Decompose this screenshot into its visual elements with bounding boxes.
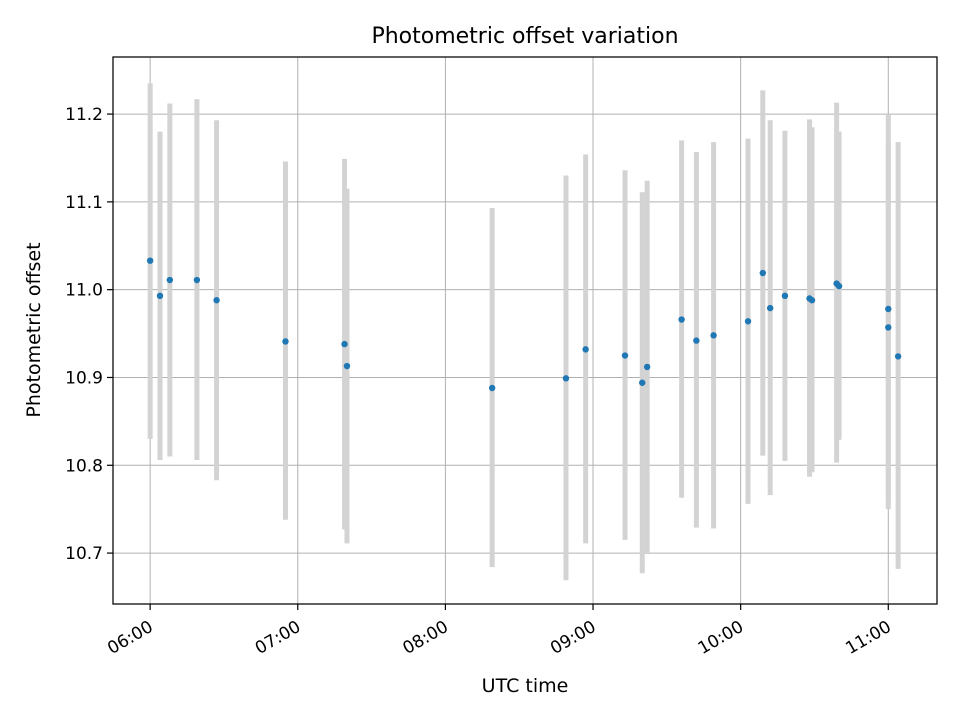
data-point: [639, 379, 646, 386]
y-axis-label: Photometric offset: [23, 242, 45, 417]
y-tick-label: 10.7: [65, 544, 103, 564]
data-point: [282, 338, 289, 345]
data-point: [766, 304, 774, 312]
data-point: [808, 297, 816, 304]
data-point: [894, 353, 902, 360]
data-point: [488, 384, 496, 392]
data-point: [693, 337, 700, 344]
data-point: [885, 324, 892, 331]
data-point: [146, 257, 154, 264]
data-point: [678, 316, 685, 323]
y-tick-label: 10.9: [65, 368, 103, 388]
data-point: [759, 269, 767, 277]
data-point: [343, 362, 351, 370]
chart-title: Photometric offset variation: [371, 24, 678, 49]
data-point: [193, 276, 201, 284]
y-tick-label: 11.0: [65, 281, 103, 301]
y-tick-label: 11.1: [65, 193, 103, 213]
data-points: [146, 257, 902, 392]
data-point: [582, 346, 589, 353]
data-point: [156, 292, 164, 300]
data-point: [341, 340, 348, 348]
plot-area-frame: [112, 56, 938, 605]
data-point: [835, 282, 843, 290]
data-point: [710, 332, 717, 339]
y-tick-label: 11.2: [65, 105, 103, 125]
data-point: [781, 292, 789, 300]
y-tick-label: 10.8: [65, 456, 103, 476]
data-point: [562, 375, 570, 382]
y-axis-ticks: 10.7 10.8 10.9 11.0 11.1 11.2: [65, 105, 113, 564]
data-point: [643, 363, 651, 371]
x-axis-label: UTC time: [482, 675, 569, 697]
data-point: [213, 297, 220, 304]
data-point: [744, 318, 752, 325]
data-point: [166, 276, 174, 284]
data-point: [885, 305, 892, 313]
data-point: [621, 352, 629, 359]
